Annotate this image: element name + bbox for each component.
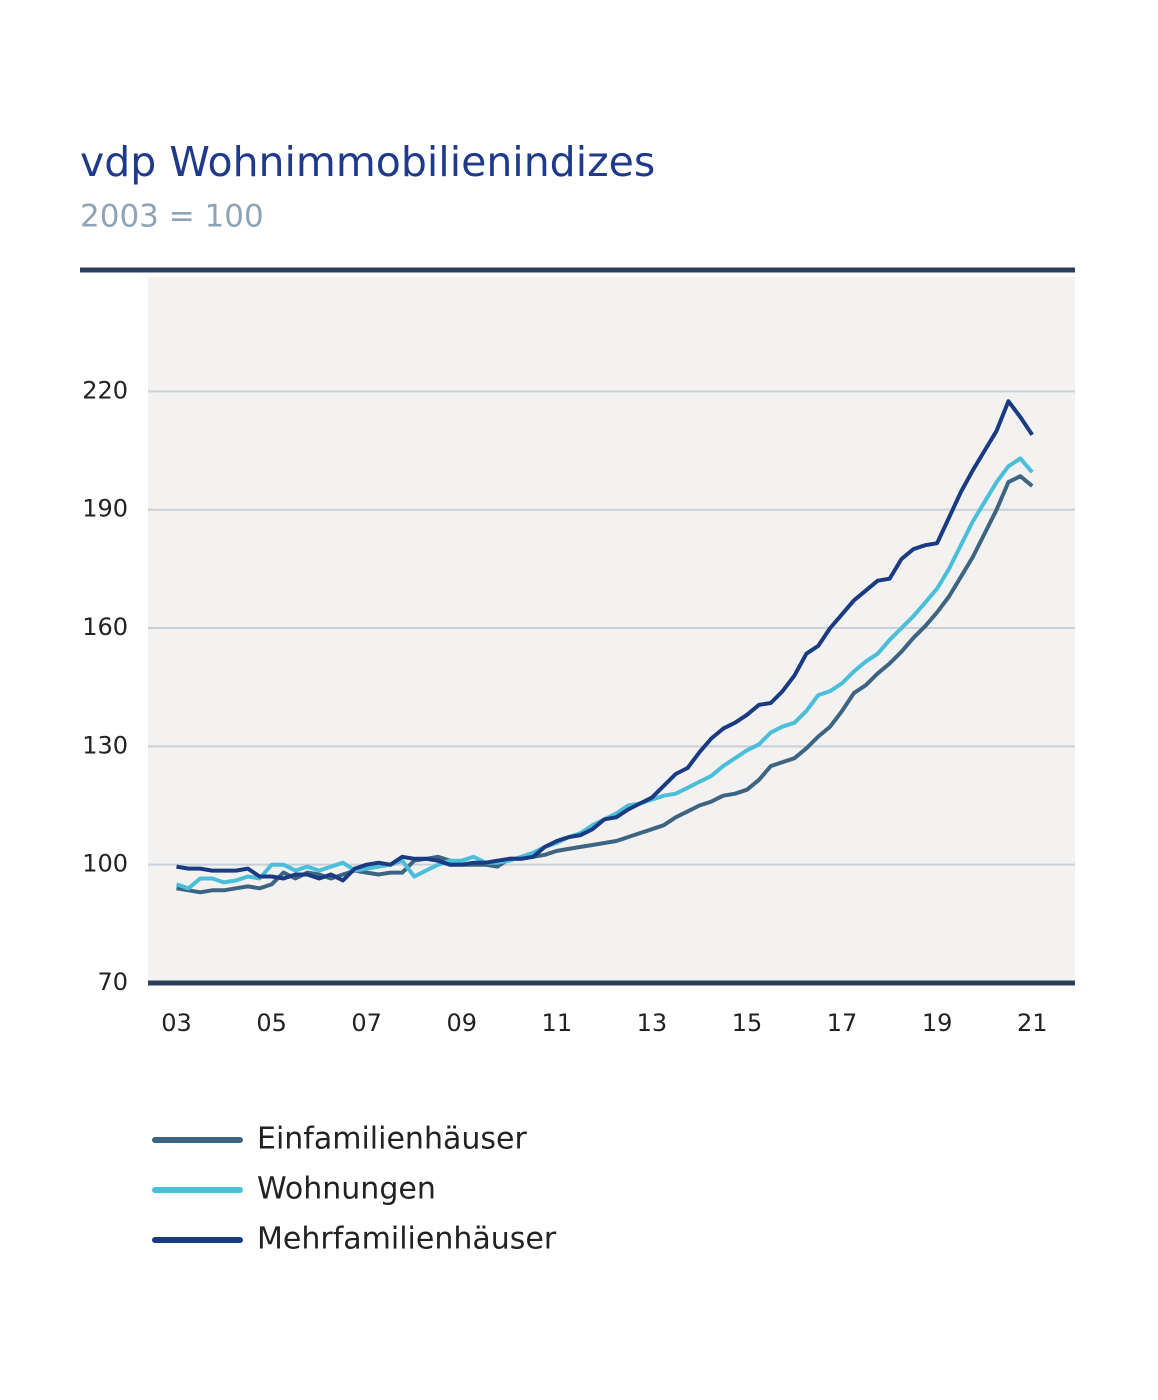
x-tick-label: 19 xyxy=(922,1009,953,1037)
y-tick-label: 100 xyxy=(82,850,128,878)
data-line xyxy=(176,399,1034,883)
x-tick-label: 11 xyxy=(542,1009,573,1037)
x-tick-label: 05 xyxy=(256,1009,287,1037)
data-line xyxy=(176,474,1034,895)
x-tick-label: 03 xyxy=(161,1009,192,1037)
chart-title: vdp Wohnimmobilienindizes xyxy=(80,138,655,186)
x-tick-label: 13 xyxy=(637,1009,668,1037)
x-tick-label: 17 xyxy=(827,1009,858,1037)
chart-subtitle: 2003 = 100 xyxy=(80,199,264,235)
x-tick-label: 09 xyxy=(446,1009,477,1037)
legend-label: Mehrfamilienhäuser xyxy=(257,1222,557,1257)
y-tick-label: 160 xyxy=(82,613,128,641)
x-tick-label: 21 xyxy=(1017,1009,1048,1037)
y-tick-label: 70 xyxy=(97,968,128,996)
y-tick-label: 220 xyxy=(82,376,128,404)
legend-label: Wohnungen xyxy=(257,1172,436,1207)
x-tick-label: 15 xyxy=(732,1009,763,1037)
x-tick-label: 07 xyxy=(351,1009,382,1037)
y-tick-label: 190 xyxy=(82,495,128,523)
y-tick-label: 130 xyxy=(82,731,128,759)
legend-label: Einfamilienhäuser xyxy=(257,1122,527,1157)
